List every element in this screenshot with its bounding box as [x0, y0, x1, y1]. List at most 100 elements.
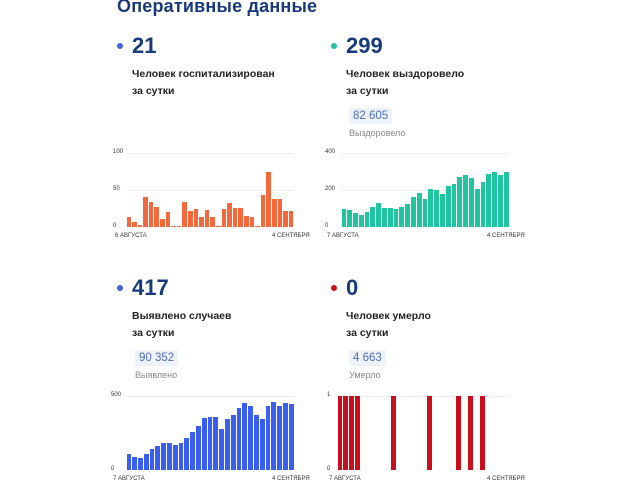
bar[interactable] [176, 226, 182, 227]
gridline [341, 190, 509, 191]
bar[interactable] [349, 396, 355, 470]
bar[interactable] [480, 181, 486, 227]
bar[interactable] [266, 172, 271, 227]
bar[interactable] [343, 396, 349, 470]
bar[interactable] [355, 396, 361, 470]
bar[interactable] [503, 171, 509, 227]
bar[interactable] [492, 171, 498, 227]
bar[interactable] [469, 177, 474, 227]
bar[interactable] [480, 396, 485, 470]
bar[interactable] [277, 406, 283, 470]
bar[interactable] [277, 198, 283, 227]
bar[interactable] [486, 174, 492, 227]
bar[interactable] [260, 195, 266, 227]
bar[interactable] [422, 199, 428, 227]
bar[interactable] [171, 225, 176, 227]
bar[interactable] [227, 202, 232, 227]
bar[interactable] [232, 207, 238, 227]
bar[interactable] [249, 216, 255, 227]
bar[interactable] [254, 415, 259, 470]
bar[interactable] [184, 438, 190, 470]
bar[interactable] [390, 396, 396, 470]
bar[interactable] [405, 203, 411, 227]
bar[interactable] [337, 396, 343, 470]
bar[interactable] [416, 192, 422, 227]
bar[interactable] [172, 444, 178, 470]
bar[interactable] [178, 442, 184, 470]
bar[interactable] [426, 396, 432, 470]
bar[interactable] [393, 208, 399, 227]
bar[interactable] [160, 218, 165, 227]
bar[interactable] [341, 209, 347, 227]
bar[interactable] [411, 197, 416, 227]
bar[interactable] [445, 186, 451, 227]
y-tick-label: 0 [111, 466, 115, 472]
bar[interactable] [204, 209, 210, 227]
bar[interactable] [188, 210, 193, 227]
bar[interactable] [238, 207, 243, 227]
bar[interactable] [230, 415, 236, 470]
bar[interactable] [428, 189, 434, 227]
bar[interactable] [468, 396, 474, 470]
bar[interactable] [167, 443, 172, 470]
bar[interactable] [456, 396, 462, 470]
bar[interactable] [288, 211, 294, 227]
bar[interactable] [353, 213, 358, 227]
bar[interactable] [283, 211, 288, 227]
bar[interactable] [498, 175, 503, 227]
bar[interactable] [463, 175, 469, 227]
bar[interactable] [154, 207, 160, 227]
bar[interactable] [148, 201, 154, 227]
bar[interactable] [376, 202, 382, 227]
bar[interactable] [137, 224, 143, 227]
bar[interactable] [126, 216, 132, 227]
bar[interactable] [149, 448, 155, 470]
bar[interactable] [216, 225, 221, 227]
bar[interactable] [347, 210, 353, 227]
bar[interactable] [474, 189, 480, 227]
bar[interactable] [182, 201, 188, 227]
bar[interactable] [288, 404, 294, 470]
bar[interactable] [248, 406, 254, 470]
bar[interactable] [196, 425, 201, 470]
bar[interactable] [382, 207, 387, 227]
bar[interactable] [210, 217, 215, 227]
bar[interactable] [213, 416, 219, 470]
bar[interactable] [265, 405, 271, 470]
bar[interactable] [255, 225, 260, 227]
bar[interactable] [190, 431, 196, 470]
bar[interactable] [271, 401, 277, 470]
bar[interactable] [259, 418, 265, 470]
bar[interactable] [132, 456, 138, 470]
bar[interactable] [236, 407, 242, 470]
bar[interactable] [364, 212, 370, 227]
bar[interactable] [165, 212, 171, 227]
bar[interactable] [434, 190, 440, 227]
bar[interactable] [271, 198, 277, 227]
bar[interactable] [221, 208, 227, 227]
bar[interactable] [283, 402, 288, 470]
bar[interactable] [199, 216, 204, 227]
bar[interactable] [193, 208, 199, 227]
bar[interactable] [370, 206, 376, 227]
bar[interactable] [138, 458, 143, 470]
bar[interactable] [126, 453, 132, 470]
bar[interactable] [161, 442, 167, 470]
bar[interactable] [207, 417, 213, 470]
bar[interactable] [155, 446, 161, 470]
bar[interactable] [243, 215, 249, 227]
bar[interactable] [242, 402, 248, 470]
bar[interactable] [451, 184, 457, 227]
bar[interactable] [457, 177, 463, 227]
bar[interactable] [387, 207, 393, 227]
bar[interactable] [143, 454, 149, 470]
bar[interactable] [358, 214, 364, 227]
bar[interactable] [399, 206, 405, 227]
bar[interactable] [219, 429, 225, 470]
bar[interactable] [225, 418, 230, 470]
bar[interactable] [143, 196, 148, 227]
bar[interactable] [132, 221, 137, 227]
bar[interactable] [440, 193, 445, 227]
x-start-label: 7 АВГУСТА [113, 476, 145, 482]
bar[interactable] [201, 418, 207, 470]
